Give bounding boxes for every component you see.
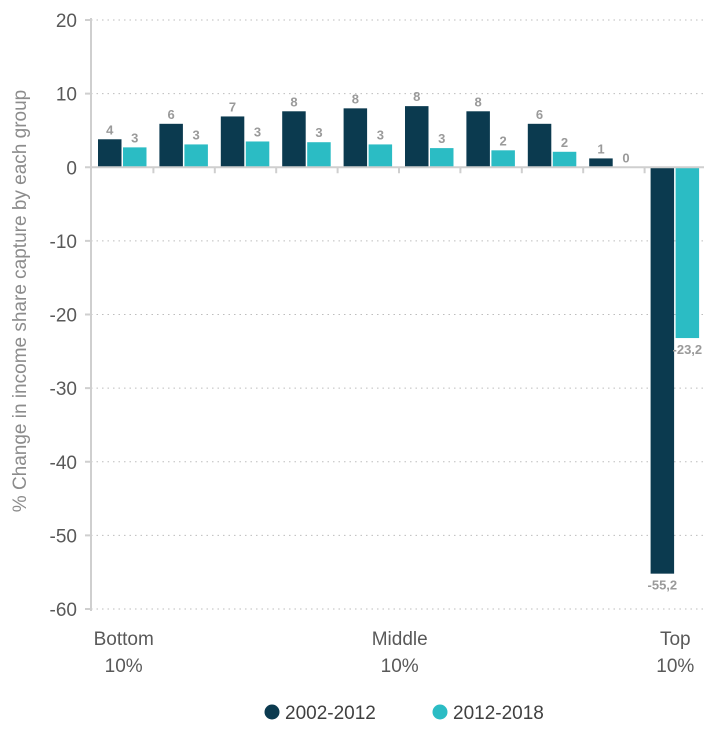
y-tick-label: 0 (66, 158, 77, 179)
data-label: 2 (561, 135, 568, 150)
bar-2012-2018-4 (307, 142, 331, 168)
data-label: 4 (106, 122, 114, 137)
data-label: 3 (377, 127, 384, 142)
bar-2012-2018-10 (675, 167, 700, 339)
y-tick-label: 20 (56, 11, 77, 32)
data-label: 3 (315, 125, 322, 140)
y-tick-label: -10 (50, 232, 77, 253)
data-label: 8 (413, 89, 420, 104)
data-label: 8 (475, 94, 482, 109)
y-tick-labels: 20 10 0 -10 -20 -30 -40 -50 -60 (50, 11, 77, 621)
bar-2002-2012-6 (405, 106, 429, 168)
category-label: 10% (656, 656, 694, 677)
data-label: 3 (193, 127, 200, 142)
grid-lines (91, 19, 704, 610)
legend-entry: 2002-2012 (285, 703, 376, 724)
data-label: 3 (131, 130, 138, 145)
data-label: -23,2 (673, 342, 703, 357)
category-label: 10% (105, 656, 143, 677)
data-label: 8 (290, 94, 297, 109)
y-tick-label: -40 (50, 453, 77, 474)
legend-marker (432, 704, 448, 720)
bar-2002-2012-5 (343, 108, 368, 168)
legend-entry: 2012-2018 (453, 703, 544, 724)
category-label: Middle (372, 629, 428, 650)
category-label: Top (660, 629, 691, 650)
data-label: 6 (168, 107, 175, 122)
y-tick-label: -50 (50, 526, 77, 547)
data-label: 1 (597, 141, 604, 156)
y-tick-label: -60 (50, 600, 77, 621)
bar-2002-2012-1 (98, 139, 122, 168)
axes (85, 18, 704, 611)
legend-marker (264, 704, 280, 720)
data-label: 3 (254, 124, 261, 139)
data-label: 0 (622, 150, 629, 165)
legend: 2002-2012 2012-2018 (264, 703, 544, 724)
bar-2002-2012-2 (159, 123, 183, 168)
bar-2002-2012-10 (650, 167, 675, 574)
data-label: 3 (438, 131, 445, 146)
bar-2002-2012-7 (466, 111, 490, 168)
category-label: Bottom (94, 629, 154, 650)
bar-2012-2018-8 (552, 151, 577, 168)
y-tick-label: 10 (56, 85, 77, 106)
bars (98, 106, 700, 574)
bar-2002-2012-8 (527, 123, 552, 168)
data-label: 6 (536, 107, 543, 122)
data-labels: 4 6 7 8 8 8 8 6 1 -55,2 3 3 3 3 3 3 2 2 0 -23,2 (106, 89, 702, 593)
y-axis-label: % Change in income share capture by each… (10, 90, 31, 512)
bar-2012-2018-6 (430, 148, 454, 168)
data-label: 7 (229, 99, 236, 114)
data-label: 2 (500, 133, 507, 148)
data-label: 8 (352, 91, 359, 106)
bar-2012-2018-7 (491, 150, 515, 168)
bar-2012-2018-1 (123, 147, 147, 168)
bar-2012-2018-2 (184, 144, 208, 168)
bar-2012-2018-3 (245, 141, 270, 168)
bar-2002-2012-9 (589, 158, 613, 168)
category-label: 10% (381, 656, 419, 677)
y-tick-label: -20 (50, 306, 77, 327)
data-label: -55,2 (648, 578, 678, 593)
bar-2012-2018-5 (368, 144, 393, 168)
bar-2002-2012-3 (220, 116, 245, 168)
bar-2002-2012-4 (282, 111, 306, 168)
category-labels: Bottom 10% Middle 10% Top 10% (94, 629, 695, 677)
y-tick-label: -30 (50, 379, 77, 400)
